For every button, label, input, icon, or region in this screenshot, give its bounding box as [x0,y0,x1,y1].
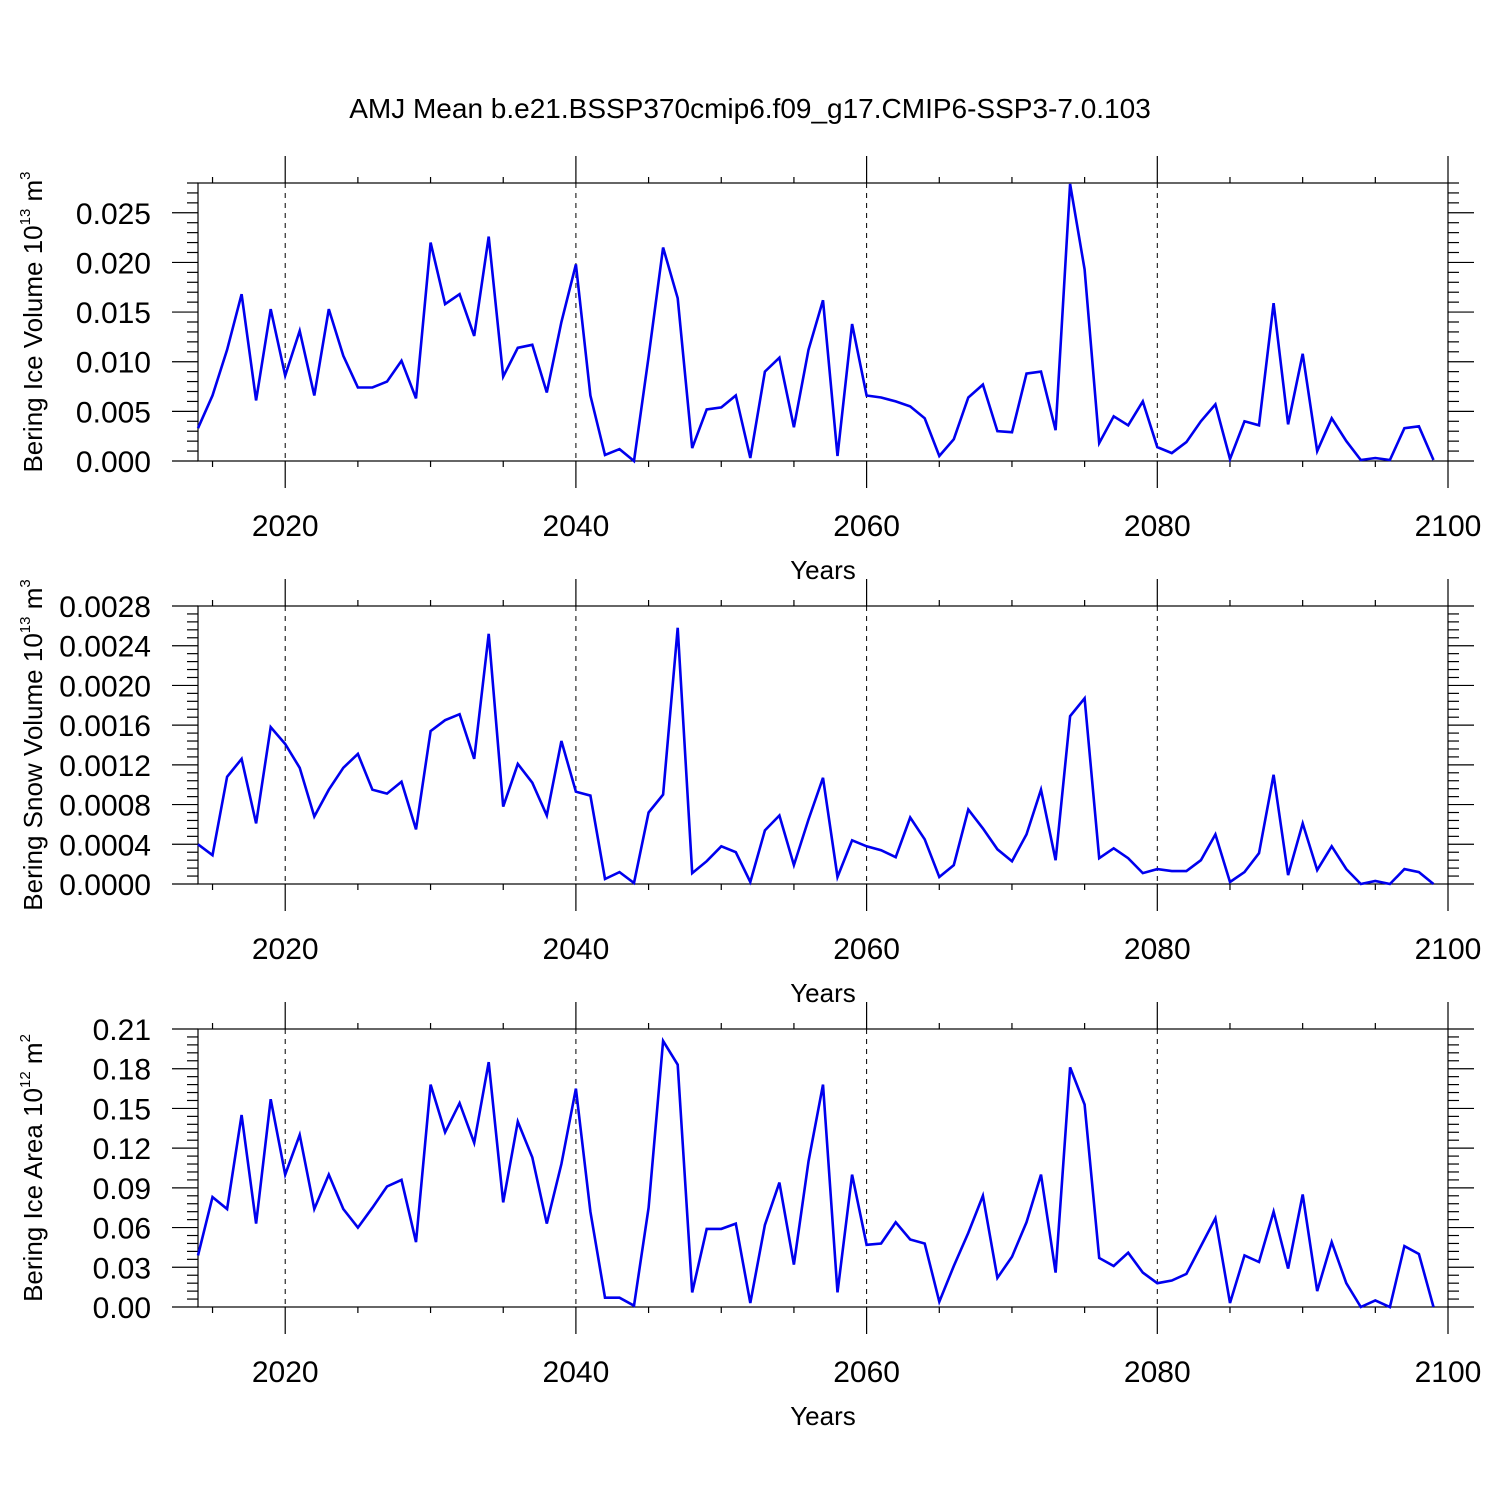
panel-1: 2020 2040 2060 2080 2100 0.000 0.005 0.010 0.015… [17,156,1481,585]
y-tick-label: 0.09 [93,1173,151,1206]
y-tick-label: 0.03 [93,1252,151,1285]
x-axis-label: Years [790,978,856,1008]
y-axis-label: Bering Snow Volume 1013 m3 [17,579,48,910]
y-tick-label: 0.15 [93,1093,151,1126]
figure-title: AMJ Mean b.e21.BSSP370cmip6.f09_g17.CMIP… [349,93,1151,124]
y-tick-label: 0.12 [93,1133,151,1166]
y-tick-label: 0.21 [93,1014,151,1047]
x-tick-label: 2020 [252,933,319,966]
x-tick-label: 2040 [543,933,610,966]
y-tick-label: 0.0012 [59,750,151,783]
series-line [196,1036,1435,1309]
x-axis-label: Years [790,1401,856,1431]
y-tick-label: 0.0004 [59,829,151,862]
y-tick-label: 0.0000 [59,869,151,902]
y-tick-label: 0.015 [76,297,151,330]
y-tick-label: 0.06 [93,1213,151,1246]
x-tick-label: 2060 [833,933,900,966]
y-tick-label: 0.0024 [59,631,151,664]
x-tick-label: 2100 [1415,510,1482,543]
x-tick-label: 2100 [1415,933,1482,966]
x-tick-label: 2040 [543,510,610,543]
series-line [196,183,1435,464]
y-tick-label: 0.0008 [59,790,151,823]
y-axis-label: Bering Ice Volume 1013 m3 [17,171,48,472]
y-tick-label: 0.0016 [59,710,151,743]
y-tick-label: 0.005 [76,396,151,429]
y-tick-label: 0.0020 [59,670,151,703]
x-tick-label: 2040 [543,1356,610,1389]
x-tick-label: 2060 [833,510,900,543]
y-tick-label: 0.000 [76,446,151,479]
series-line [197,627,1435,886]
plot-frame [197,1028,1449,1308]
y-tick-label: 0.00 [93,1292,151,1325]
x-tick-label: 2020 [252,1356,319,1389]
x-tick-label: 2080 [1124,510,1191,543]
x-axis-label: Years [790,555,856,585]
x-tick-label: 2080 [1124,933,1191,966]
y-tick-label: 0.025 [76,198,151,231]
y-tick-label: 0.18 [93,1054,151,1087]
x-tick-label: 2060 [833,1356,900,1389]
x-tick-label: 2020 [252,510,319,543]
panel-3: 2020 2040 2060 2080 2100 0.00 0.03 0.06 0.09 0.12… [17,1002,1481,1431]
y-tick-label: 0.010 [76,347,151,380]
x-tick-label: 2080 [1124,1356,1191,1389]
panel-2: 2020 2040 2060 2080 2100 0.0000 0.0004 0.0008 0.… [17,579,1481,1008]
x-tick-label: 2100 [1415,1356,1482,1389]
y-tick-label: 0.0028 [59,591,151,624]
panels: 2020 2040 2060 2080 2100 0.000 0.005 0.010 0.015… [17,156,1481,1431]
y-axis-label: Bering Ice Area 1012 m2 [17,1034,48,1302]
y-tick-label: 0.020 [76,247,151,280]
plot-frame [197,605,1449,885]
